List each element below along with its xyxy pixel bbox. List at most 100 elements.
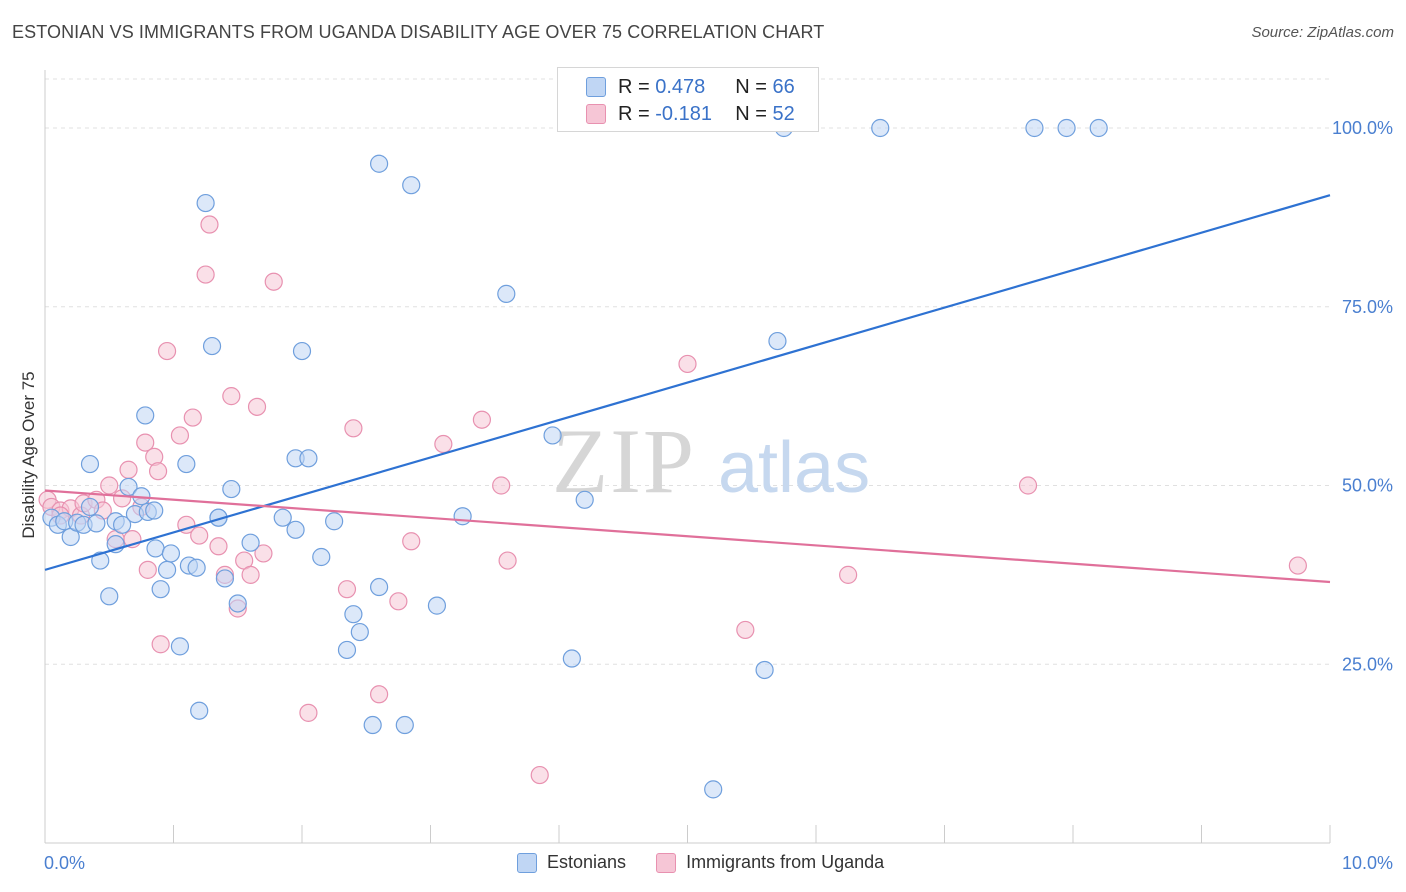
uganda-point (472, 410, 491, 429)
uganda-point (247, 397, 267, 416)
estonian-point (273, 508, 292, 527)
y-axis-label: Disability Age Over 75 (19, 371, 38, 538)
estonian-point (100, 587, 119, 606)
uganda-point (183, 408, 202, 427)
estonian-point (228, 594, 247, 613)
uganda-point (530, 765, 549, 785)
legend-item-estonians: Estonians (517, 852, 626, 873)
trend-lines (44, 194, 1331, 584)
uganda-point (200, 215, 219, 234)
legend-item-uganda: Immigrants from Uganda (656, 852, 884, 873)
estonian-point (344, 605, 363, 624)
uganda-point (209, 537, 228, 556)
estonian-point (768, 331, 787, 351)
uganda-point (138, 560, 157, 579)
uganda-trend-line (44, 489, 1331, 584)
watermark-atlas: atlas (718, 428, 870, 508)
estonian-point (370, 154, 389, 173)
estonian-point (136, 406, 155, 425)
estonian-point (871, 118, 890, 138)
uganda-point (190, 526, 209, 545)
y-tick-label: 100.0% (1332, 118, 1393, 138)
n-value: 52 (772, 102, 795, 125)
uganda-point (151, 635, 170, 654)
uganda-point (389, 592, 408, 611)
uganda-point (100, 476, 119, 495)
estonian-point (543, 426, 562, 445)
estonian-point (190, 701, 209, 720)
chart-title: ESTONIAN VS IMMIGRANTS FROM UGANDA DISAB… (12, 22, 825, 42)
uganda-point (337, 580, 357, 599)
r-value: -0.181 (655, 102, 712, 125)
estonian-point (312, 547, 331, 567)
estonian-point (241, 533, 260, 552)
estonian-point (704, 780, 723, 799)
estonian-point (145, 501, 164, 520)
estonian-point (337, 640, 357, 660)
estonian-point (80, 454, 100, 474)
estonian-point (112, 515, 132, 534)
estonian-point (402, 176, 421, 195)
estonian-point (299, 449, 318, 468)
uganda-point (498, 551, 517, 570)
axes (44, 70, 1331, 844)
n-label: N = (735, 102, 773, 125)
estonian-point (157, 560, 177, 579)
uganda-point (196, 265, 215, 284)
estonian-point (350, 622, 369, 642)
watermark-zip: ZIP (552, 410, 696, 512)
estonian-point (370, 577, 389, 597)
uganda-point (344, 419, 363, 438)
r-label: R = (618, 75, 656, 98)
uganda-point (222, 387, 241, 406)
stats-row-estonians: R = 0.478 N = 66 (558, 73, 795, 101)
estonian-point (286, 520, 305, 539)
estonian-trend-line (44, 194, 1331, 571)
y-tick-labels: 25.0% 50.0% 75.0% 100.0% (1332, 118, 1393, 674)
estonian-point (363, 715, 382, 735)
uganda-point (839, 565, 858, 584)
uganda-point (136, 433, 155, 452)
estonian-point (170, 637, 190, 656)
estonian-point (87, 514, 106, 533)
estonian-point (755, 660, 774, 680)
estonian-point (91, 551, 110, 570)
uganda-point (736, 620, 755, 640)
estonian-point (161, 544, 181, 563)
estonian-point (325, 512, 344, 531)
estonian-point (497, 284, 516, 303)
stats-row-uganda: R = -0.181 N = 52 (558, 100, 795, 128)
estonian-point (575, 490, 594, 509)
y-tick-label: 75.0% (1342, 297, 1393, 317)
x-tick-label-max: 10.0% (1342, 853, 1393, 873)
uganda-point (264, 272, 283, 291)
estonians-swatch (586, 77, 606, 97)
n-value: 66 (772, 75, 795, 98)
estonian-point (1025, 118, 1044, 138)
uganda-point (434, 434, 453, 454)
estonian-point (395, 715, 414, 735)
uganda-point (678, 354, 697, 374)
r-label: R = (618, 102, 656, 125)
estonian-point (187, 558, 206, 577)
estonian-point (146, 539, 165, 558)
estonian-points (42, 118, 1108, 799)
estonian-point (453, 507, 472, 526)
chart-source: Source: ZipAtlas.com (1251, 24, 1394, 41)
x-tick-label-min: 0.0% (44, 853, 85, 873)
estonian-point (177, 454, 196, 474)
uganda-point (254, 544, 273, 563)
x-tick-labels: 0.0% 10.0% (44, 853, 1393, 873)
uganda-point (402, 532, 421, 551)
uganda-point (1018, 476, 1038, 495)
r-value: 0.478 (655, 75, 706, 98)
estonian-point (151, 580, 170, 599)
estonian-point (1057, 118, 1076, 138)
legend-label-uganda: Immigrants from Uganda (686, 852, 885, 872)
uganda-point (241, 565, 260, 584)
estonian-point (80, 497, 100, 517)
uganda-point (157, 341, 177, 361)
estonian-point (222, 479, 241, 499)
n-label: N = (735, 75, 773, 98)
